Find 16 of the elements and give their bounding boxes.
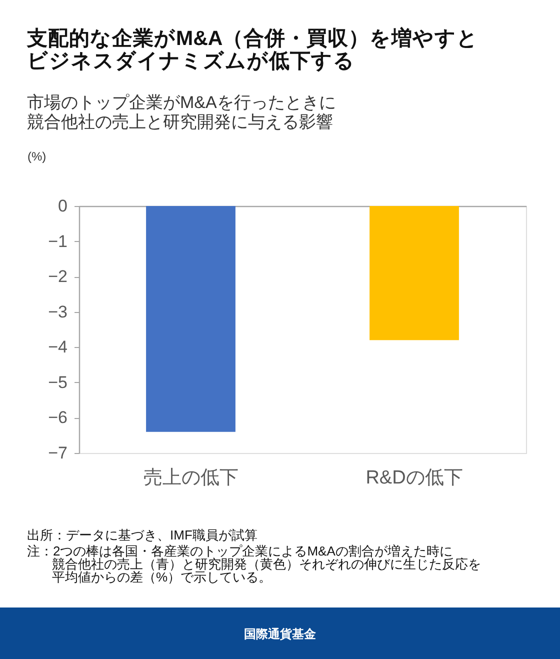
- y-tick-label: −1: [48, 232, 68, 251]
- chart-title: 支配的な企業がM&A（合併・買収）を増やすとビジネスダイナミズムが低下する: [26, 26, 479, 72]
- y-tick-label: −6: [48, 408, 68, 428]
- text: 注：2つの棒は各国・各産業のトップ企業によるM&Aの割合が増えた時に競合他社の売上（青）と研究開発（黄色）それぞれの伸びに生じた反応を平均値からの差（%）で示している。: [27, 544, 481, 584]
- y-tick-label: −2: [48, 267, 68, 286]
- y-tick-label: −4: [48, 338, 68, 357]
- y-tick-label: −5: [48, 372, 68, 392]
- text: 国際通貨基金: [244, 627, 317, 641]
- y-axis-title: (%): [28, 150, 46, 164]
- text: 出所：データに基づき、IMF職員が試算: [27, 528, 258, 542]
- y-tick-label: −7: [48, 444, 68, 462]
- y-tick-label: 0: [58, 196, 68, 216]
- y-tick-label: −3: [48, 302, 68, 322]
- chart-subtitle: 市場のトップ企業がM&Aを行ったときに競合他社の売上と研究開発に与える影響: [27, 93, 336, 132]
- x-tick-label: 売上の低下: [143, 468, 238, 488]
- x-tick-label: R&Dの低下: [366, 468, 463, 488]
